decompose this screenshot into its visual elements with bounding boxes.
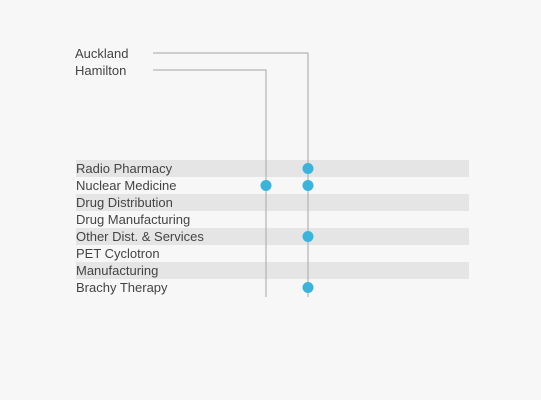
row-label: Radio Pharmacy [76,161,173,176]
row-label: Brachy Therapy [76,280,168,295]
row-band [76,194,469,211]
data-dot [302,231,314,242]
row-labels: Radio Pharmacy Nuclear Medicine Drug Distr… [76,161,204,295]
data-dots [260,163,314,293]
row-label: Drug Manufacturing [76,212,190,227]
column-label: Hamilton [75,63,126,78]
row-band [76,262,469,279]
data-dot [302,282,314,293]
row-label: PET Cyclotron [76,246,160,261]
row-band [76,228,469,245]
data-dot [302,163,314,174]
row-bands [76,160,469,279]
column-connectors [153,52,309,297]
data-dot [260,180,272,191]
column-label: Auckland [75,46,128,61]
row-band [76,160,469,177]
row-label: Other Dist. & Services [76,229,204,244]
row-label: Drug Distribution [76,195,173,210]
column-connector-line [153,69,267,297]
column-connector-line [153,52,309,297]
row-label: Manufacturing [76,263,158,278]
column-labels: Auckland Hamilton [75,46,128,78]
row-label: Nuclear Medicine [76,178,176,193]
data-dot [302,180,314,191]
